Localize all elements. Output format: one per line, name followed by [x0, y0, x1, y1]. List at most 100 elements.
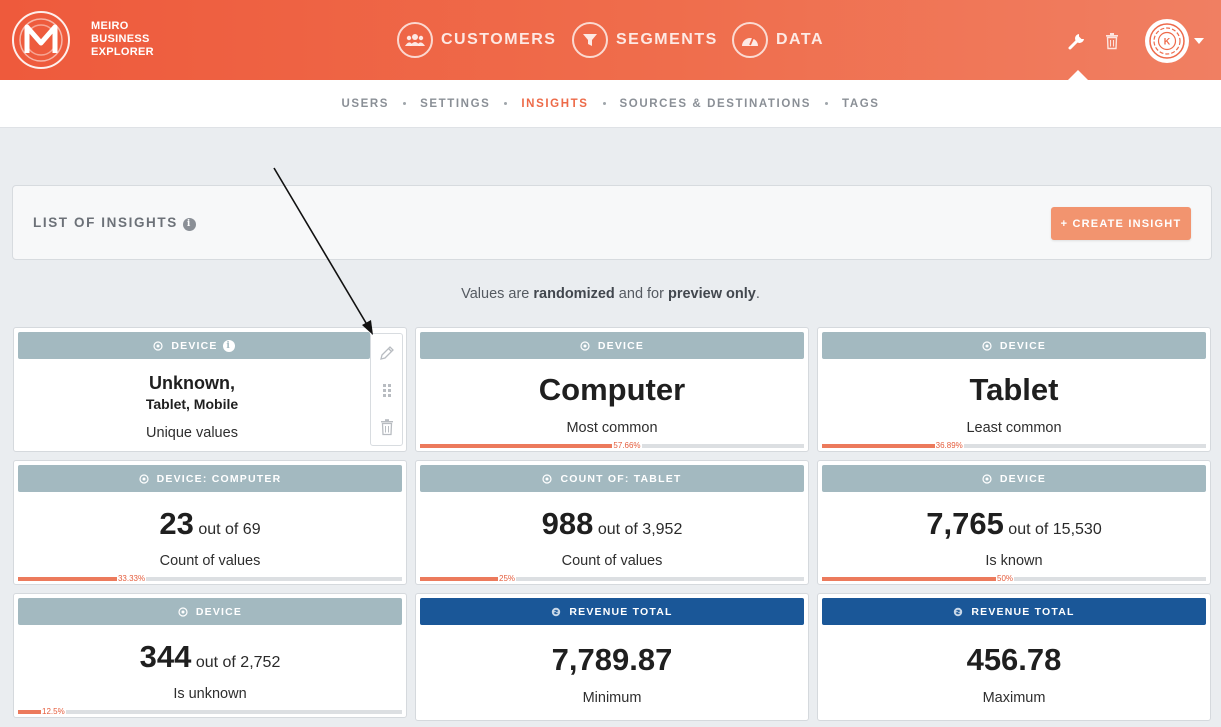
- tile-main-value: 988: [541, 506, 594, 541]
- progress-fill: [420, 444, 642, 448]
- nav-label: DATA: [776, 31, 825, 48]
- tile-value-line: 988 out of 3,952: [416, 506, 808, 542]
- separator: [825, 102, 829, 105]
- progress-percent: 36.89%: [934, 441, 964, 450]
- tile-main-value: 456.78: [966, 642, 1062, 677]
- trash-icon[interactable]: [378, 418, 396, 436]
- tile-value-line: 7,765 out of 15,530: [818, 506, 1210, 542]
- tile-main-value: 7,765: [926, 506, 1004, 541]
- trash-icon[interactable]: [1103, 32, 1121, 50]
- tile-main-value: 7,789.87: [551, 642, 673, 677]
- tile-label: Is unknown: [173, 686, 247, 702]
- drag-handle-icon[interactable]: [378, 381, 396, 399]
- tile-label: Count of values: [159, 553, 261, 569]
- tile-header: REVENUE TOTAL: [420, 598, 804, 625]
- tile-main-value: Unknown,: [149, 373, 235, 393]
- funnel-icon: [572, 22, 608, 58]
- progress-fill: [822, 444, 964, 448]
- subnav-sources-destinations[interactable]: SOURCES & DESTINATIONS: [619, 97, 812, 110]
- insight-tile[interactable]: DEVICE i Unknown, Tablet, Mobile Unique …: [13, 327, 407, 452]
- insight-tile[interactable]: COUNT OF: TABLET 988 out of 3,952 Count …: [415, 460, 809, 585]
- subnav-tags[interactable]: TAGS: [842, 97, 880, 110]
- insight-tile[interactable]: DEVICE 7,765 out of 15,530 Is known 50%: [817, 460, 1211, 585]
- tile-header: DEVICE i: [18, 332, 370, 359]
- tile-value-line: 344 out of 2,752: [14, 639, 406, 675]
- top-bar: MEIRO BUSINESS EXPLORER CUSTOMERS SEGMEN…: [0, 0, 1221, 80]
- tile-main-value: 344: [139, 639, 192, 674]
- info-icon[interactable]: i: [182, 218, 196, 231]
- admin-subnav: USERS SETTINGS INSIGHTS SOURCES & DESTIN…: [0, 80, 1221, 128]
- progress-bar: 50%: [822, 574, 1206, 583]
- info-icon[interactable]: i: [222, 339, 235, 352]
- insight-tile[interactable]: DEVICE 344 out of 2,752 Is unknown 12.5%: [13, 593, 407, 718]
- nav-segments[interactable]: SEGMENTS: [572, 22, 718, 58]
- progress-fill: [822, 577, 1014, 581]
- progress-fill: [420, 577, 516, 581]
- device-icon: [138, 473, 149, 484]
- tile-label: Is known: [985, 553, 1043, 569]
- tile-header: DEVICE: [18, 598, 402, 625]
- insight-tile[interactable]: REVENUE TOTAL 456.78 Maximum: [817, 593, 1211, 721]
- tile-out-of: out of 3,952: [597, 521, 683, 538]
- progress-percent: 12.5%: [41, 707, 66, 716]
- separator: [602, 102, 606, 105]
- progress-percent: 25%: [498, 574, 517, 583]
- tile-out-of: out of 69: [198, 521, 261, 538]
- tile-header: DEVICE: COMPUTER: [18, 465, 402, 492]
- nav-data[interactable]: DATA: [732, 22, 824, 58]
- device-icon: [153, 340, 163, 351]
- tile-secondary-value: Tablet, Mobile: [145, 396, 239, 412]
- wrench-icon[interactable]: [1067, 31, 1087, 51]
- coin-icon: [552, 607, 561, 616]
- device-icon: [982, 340, 992, 351]
- progress-percent: 57.66%: [612, 441, 642, 450]
- tile-header: DEVICE: [822, 465, 1206, 492]
- nav-label: SEGMENTS: [616, 31, 718, 48]
- progress-bar: 36.89%: [822, 441, 1206, 450]
- users-icon: [397, 22, 433, 58]
- device-icon: [982, 473, 992, 484]
- meiro-logo-icon[interactable]: [12, 11, 70, 69]
- brand-name: MEIRO BUSINESS EXPLORER: [91, 20, 154, 58]
- insights-list-header: LIST OF INSIGHTS i + CREATE INSIGHT: [12, 185, 1212, 260]
- subnav-users[interactable]: USERS: [341, 97, 390, 110]
- progress-bar: 12.5%: [18, 707, 402, 716]
- user-avatar[interactable]: K: [1145, 19, 1189, 63]
- create-insight-button[interactable]: + CREATE INSIGHT: [1051, 207, 1191, 240]
- separator: [504, 102, 508, 105]
- tile-out-of: out of 2,752: [195, 654, 281, 671]
- progress-bar: 33.33%: [18, 574, 402, 583]
- page-title-text: LIST OF INSIGHTS: [33, 215, 178, 230]
- subnav-settings[interactable]: SETTINGS: [420, 97, 491, 110]
- active-notch: [1068, 70, 1088, 80]
- insight-tile[interactable]: DEVICE Computer Most common 57.66%: [415, 327, 809, 452]
- gauge-icon: [732, 22, 768, 58]
- chevron-down-icon[interactable]: [1194, 38, 1204, 44]
- pencil-icon[interactable]: [378, 344, 396, 362]
- preview-notice: Values are randomized and for preview on…: [461, 286, 760, 302]
- tile-label: Minimum: [582, 690, 642, 706]
- tile-main-value: Computer: [538, 372, 686, 407]
- nav-customers[interactable]: CUSTOMERS: [397, 22, 556, 58]
- tile-out-of: out of 15,530: [1008, 521, 1102, 538]
- tile-header: DEVICE: [822, 332, 1206, 359]
- tile-label: Maximum: [982, 690, 1046, 706]
- nav-label: CUSTOMERS: [441, 31, 557, 48]
- device-icon: [178, 606, 188, 617]
- insight-tile[interactable]: REVENUE TOTAL 7,789.87 Minimum: [415, 593, 809, 721]
- tile-label: Count of values: [561, 553, 663, 569]
- tile-value-line: 23 out of 69: [14, 506, 406, 542]
- progress-percent: 33.33%: [116, 574, 147, 583]
- tile-actions: [370, 333, 403, 446]
- progress-percent: 50%: [996, 574, 1015, 583]
- tile-header: REVENUE TOTAL: [822, 598, 1206, 625]
- tile-header: DEVICE: [420, 332, 804, 359]
- coin-icon: [954, 607, 963, 616]
- page-title: LIST OF INSIGHTS i: [33, 215, 196, 231]
- subnav-insights[interactable]: INSIGHTS: [521, 97, 589, 110]
- progress-bar: 57.66%: [420, 441, 804, 450]
- tile-label: Least common: [966, 420, 1062, 436]
- avatar-initial: K: [1164, 37, 1171, 47]
- insight-tile[interactable]: DEVICE Tablet Least common 36.89%: [817, 327, 1211, 452]
- insight-tile[interactable]: DEVICE: COMPUTER 23 out of 69 Count of v…: [13, 460, 407, 585]
